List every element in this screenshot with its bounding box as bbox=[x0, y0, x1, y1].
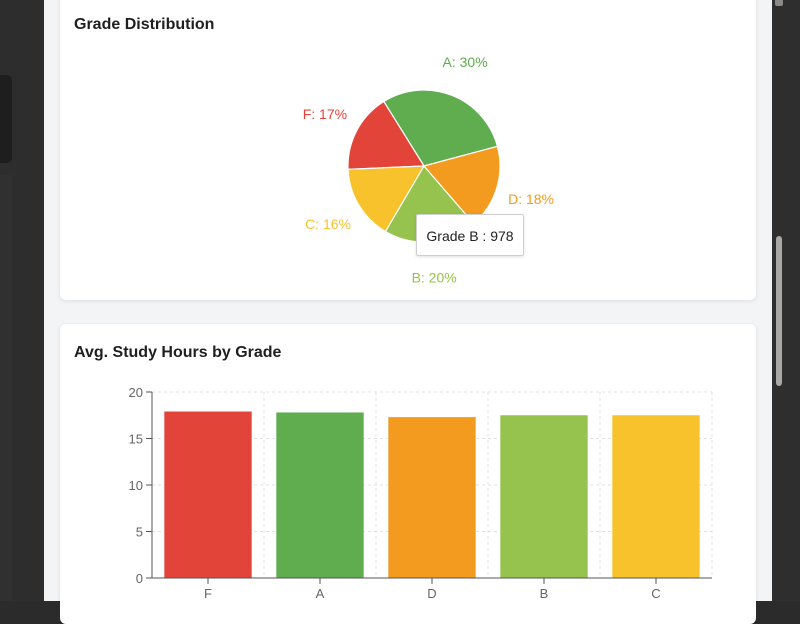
bar-a[interactable] bbox=[276, 412, 364, 578]
pie-label-d: D: 18% bbox=[508, 191, 554, 207]
y-tick-label: 20 bbox=[129, 385, 143, 400]
pie-slice-c[interactable] bbox=[347, 165, 426, 233]
scrollbar-thumb[interactable] bbox=[776, 236, 782, 386]
pie-label-f: F: 17% bbox=[303, 106, 347, 122]
x-tick-label: B bbox=[540, 586, 549, 601]
study-hours-title: Avg. Study Hours by Grade bbox=[74, 344, 282, 361]
pie-label-b: B: 20% bbox=[412, 270, 457, 286]
pie-chart: A: 30% F: 17% C: 16% B: 20% D: 18% bbox=[303, 54, 554, 286]
y-tick-label: 10 bbox=[129, 478, 143, 493]
x-tick-label: F bbox=[204, 586, 212, 601]
x-tick-label: A bbox=[316, 586, 325, 601]
y-tick-label: 5 bbox=[136, 525, 143, 540]
pie-slice-f[interactable] bbox=[347, 100, 426, 170]
x-tick-label: D bbox=[427, 586, 436, 601]
pie-label-c: C: 16% bbox=[305, 216, 351, 232]
study-hours-card: Avg. Study Hours by Grade 0 5 10 15 20 F A D B C bbox=[60, 324, 756, 624]
y-tick-label: 15 bbox=[129, 432, 143, 447]
left-sidebar-divider bbox=[0, 175, 12, 601]
y-tick-label: 0 bbox=[136, 571, 143, 586]
bar-c[interactable] bbox=[612, 415, 700, 578]
left-sidebar-tab[interactable] bbox=[0, 75, 12, 163]
bar-f[interactable] bbox=[164, 411, 252, 578]
pie-label-a: A: 30% bbox=[443, 54, 488, 70]
bar-chart: 0 5 10 15 20 F A D B C bbox=[129, 385, 713, 601]
grade-distribution-card: Grade Distribution A: 30% F: 17% C: 16% B: … bbox=[60, 0, 756, 300]
bar-b[interactable] bbox=[500, 415, 588, 578]
x-tick-label: C bbox=[651, 586, 660, 601]
bar-d[interactable] bbox=[388, 417, 476, 578]
dashboard-panel: Grade Distribution A: 30% F: 17% C: 16% B: … bbox=[44, 0, 772, 624]
chart-tooltip: Grade B : 978 bbox=[416, 214, 524, 256]
grade-distribution-title: Grade Distribution bbox=[74, 16, 215, 33]
scroll-up-arrow-icon[interactable] bbox=[775, 0, 783, 6]
